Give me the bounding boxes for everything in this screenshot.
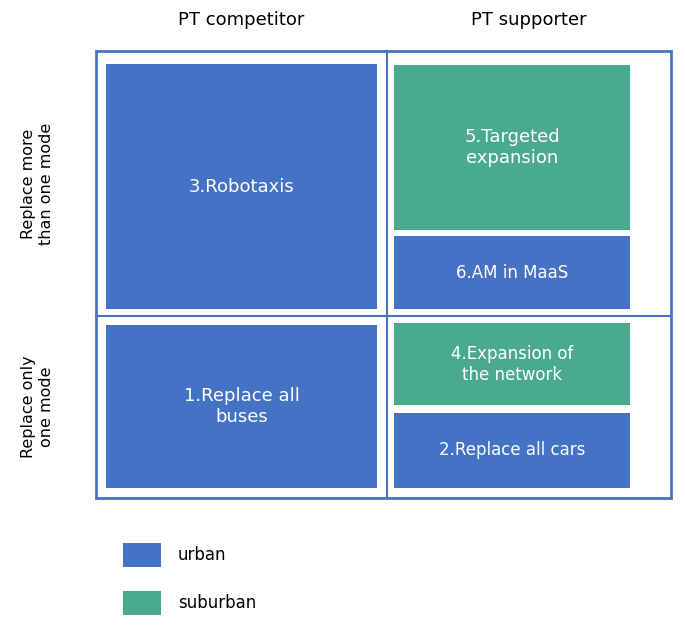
FancyBboxPatch shape <box>394 65 630 230</box>
FancyBboxPatch shape <box>394 323 630 405</box>
Text: Replace only
one mode: Replace only one mode <box>21 355 54 458</box>
Text: 2.Replace all cars: 2.Replace all cars <box>439 441 585 459</box>
FancyBboxPatch shape <box>106 64 377 309</box>
Text: 4.Expansion of
the network: 4.Expansion of the network <box>451 345 573 383</box>
Text: PT competitor: PT competitor <box>178 11 305 29</box>
Text: PT supporter: PT supporter <box>471 11 587 29</box>
FancyBboxPatch shape <box>96 51 671 498</box>
FancyBboxPatch shape <box>394 413 630 488</box>
Text: 5.Targeted
expansion: 5.Targeted expansion <box>464 128 560 167</box>
FancyBboxPatch shape <box>106 325 377 488</box>
Text: 1.Replace all
buses: 1.Replace all buses <box>184 387 299 426</box>
Text: 3.Robotaxis: 3.Robotaxis <box>188 177 295 196</box>
FancyBboxPatch shape <box>123 591 161 615</box>
Text: urban: urban <box>178 546 227 564</box>
FancyBboxPatch shape <box>123 543 161 567</box>
Text: 6.AM in MaaS: 6.AM in MaaS <box>456 263 568 282</box>
Text: Replace more
than one mode: Replace more than one mode <box>21 122 54 244</box>
FancyBboxPatch shape <box>394 236 630 309</box>
Text: suburban: suburban <box>178 594 256 612</box>
